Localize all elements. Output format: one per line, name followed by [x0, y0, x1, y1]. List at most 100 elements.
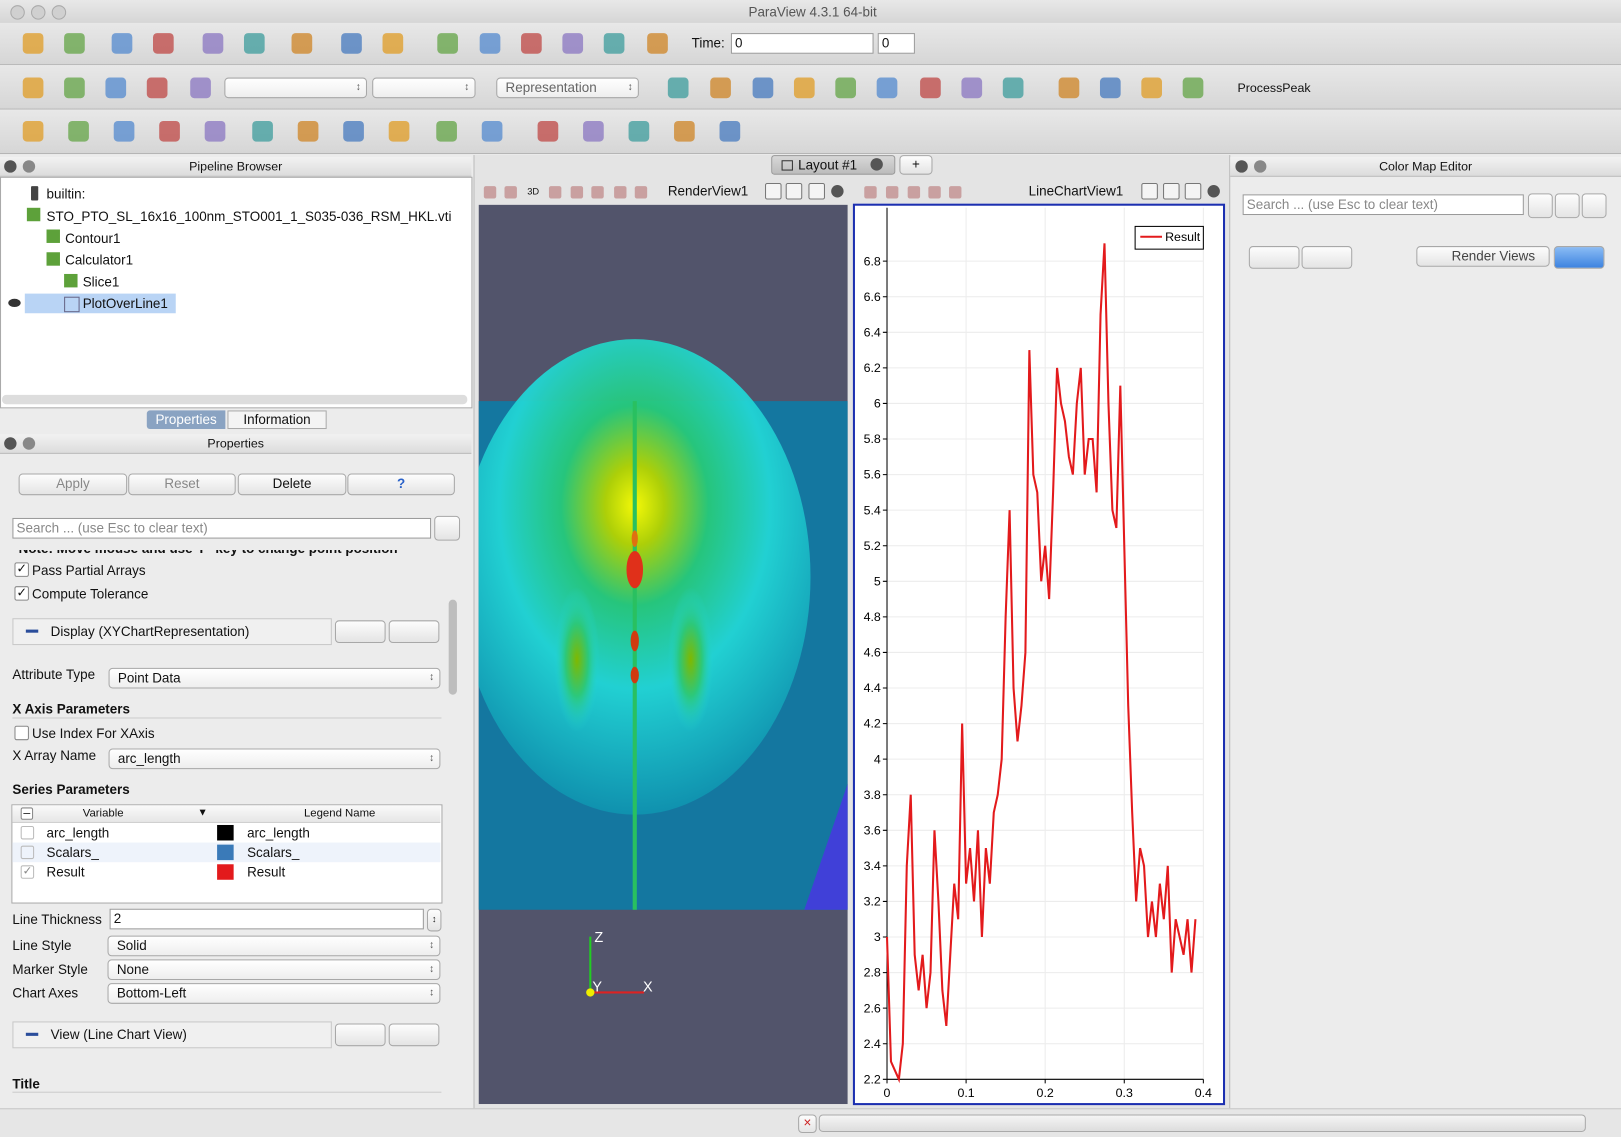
tree-item[interactable]: builtin:	[46, 186, 86, 202]
toolbar-button[interactable]	[22, 33, 44, 54]
toolbar-button[interactable]	[297, 120, 319, 142]
checkbox[interactable]: ✓	[14, 586, 29, 601]
toolbar-button[interactable]	[920, 77, 941, 99]
combo-box[interactable]: Point Data	[108, 667, 441, 689]
view-tool[interactable]	[864, 186, 877, 199]
view-split[interactable]	[1141, 182, 1158, 200]
time-index[interactable]: 0	[877, 33, 915, 54]
toolbar-button[interactable]	[961, 77, 983, 99]
toolbar-button[interactable]	[667, 77, 689, 99]
toolbar-button[interactable]	[674, 120, 695, 142]
float-button[interactable]	[1254, 160, 1267, 173]
view-split[interactable]	[1184, 182, 1202, 200]
view-close[interactable]	[831, 185, 844, 198]
toolbar-button[interactable]	[481, 120, 503, 142]
toolbar-button[interactable]	[64, 33, 85, 54]
layout-tab[interactable]	[771, 155, 896, 175]
toolbar-button[interactable]	[153, 33, 174, 54]
combo-box[interactable]: Solid	[107, 935, 441, 957]
float-button[interactable]	[22, 437, 36, 450]
toolbar-button[interactable]	[252, 120, 273, 142]
combo-box[interactable]: None	[107, 959, 441, 981]
toolbar-button[interactable]	[190, 77, 211, 99]
toolbar-button[interactable]	[1141, 77, 1163, 99]
toolbar-button[interactable]	[68, 120, 89, 142]
scrollbar[interactable]	[2, 394, 468, 405]
window-button[interactable]	[10, 5, 25, 20]
window-button[interactable]	[31, 5, 46, 20]
checkbox[interactable]: ✓	[14, 562, 29, 577]
row-checkbox[interactable]: ✓	[20, 865, 35, 879]
view-tool[interactable]	[634, 186, 648, 199]
settings-button[interactable]	[1527, 193, 1553, 219]
toolbar-button[interactable]	[1182, 77, 1204, 99]
view-tool[interactable]	[591, 186, 604, 199]
toolbar-button[interactable]	[835, 77, 856, 99]
view-close[interactable]	[1207, 185, 1220, 198]
toolbar-button[interactable]	[479, 33, 501, 54]
combo-box[interactable]	[224, 77, 368, 99]
tree-item[interactable]: PlotOverLine1	[82, 295, 168, 312]
reset-button[interactable]: Reset	[128, 473, 236, 496]
view-split[interactable]	[808, 182, 825, 200]
toolbar-button[interactable]	[243, 33, 265, 54]
close-button[interactable]	[4, 437, 17, 450]
abort-button[interactable]: ×	[798, 1114, 817, 1134]
toolbar-button[interactable]	[202, 33, 224, 54]
toolbar-button[interactable]	[628, 120, 650, 142]
combo-box[interactable]	[372, 77, 476, 99]
toolbar-button[interactable]	[562, 33, 584, 54]
color-swatch[interactable]	[217, 844, 234, 861]
toolbar-button[interactable]	[1058, 77, 1080, 99]
representation-combo[interactable]: Representation	[496, 77, 639, 99]
row-checkbox[interactable]	[20, 826, 35, 840]
color-swatch[interactable]	[217, 864, 234, 880]
toolbar-button[interactable]	[343, 120, 364, 142]
auto-apply-button[interactable]	[1553, 246, 1605, 269]
close-button[interactable]	[4, 160, 17, 173]
window-button[interactable]	[51, 5, 67, 20]
toggle-button[interactable]	[1554, 193, 1580, 219]
save-button[interactable]	[388, 620, 440, 644]
reload-button[interactable]	[1248, 246, 1300, 269]
delete-button[interactable]: Delete	[237, 473, 347, 496]
view-split[interactable]	[765, 182, 782, 200]
view-tool[interactable]	[885, 186, 899, 199]
time-input[interactable]: 0	[730, 33, 874, 54]
toolbar-button[interactable]	[710, 77, 731, 99]
toolbar-button[interactable]	[113, 120, 135, 142]
toggle-3d[interactable]: 3D	[527, 186, 540, 197]
apply-button[interactable]: Apply	[18, 473, 128, 496]
view-tool[interactable]	[483, 186, 497, 199]
text-input[interactable]: 2	[109, 908, 424, 930]
tab-active[interactable]: Properties	[146, 410, 226, 430]
toolbar-button[interactable]	[436, 120, 457, 142]
toolbar-button[interactable]	[1099, 77, 1121, 99]
row-checkbox[interactable]	[20, 845, 35, 860]
column-header[interactable]: Legend Name	[303, 807, 376, 820]
toggle-button[interactable]	[1581, 193, 1607, 219]
scrollbar-thumb[interactable]	[448, 599, 457, 695]
tree-item[interactable]: Contour1	[65, 230, 121, 247]
toolbar-button[interactable]	[341, 33, 362, 54]
combo-box[interactable]: Bottom-Left	[107, 983, 441, 1004]
column-header[interactable]: Variable	[82, 807, 124, 820]
save-button[interactable]	[1301, 246, 1353, 269]
view-tool[interactable]	[614, 186, 627, 199]
toolbar-button[interactable]	[105, 77, 127, 99]
view-tool[interactable]	[928, 186, 941, 199]
toolbar-button[interactable]	[583, 120, 604, 142]
toolbar-button[interactable]	[111, 33, 133, 54]
toolbar-button[interactable]	[603, 33, 625, 54]
view-tool[interactable]	[907, 186, 921, 199]
view-split[interactable]	[1163, 182, 1180, 200]
toolbar-button[interactable]	[64, 77, 85, 99]
reload-button[interactable]	[334, 1023, 386, 1047]
toolbar-button[interactable]	[437, 33, 458, 54]
toolbar-button[interactable]	[719, 120, 741, 142]
new-tab[interactable]: +	[899, 155, 933, 175]
toolbar-button[interactable]	[537, 120, 559, 142]
tree-item[interactable]: Calculator1	[65, 252, 134, 268]
view-tool[interactable]	[949, 186, 962, 199]
toolbar-button[interactable]	[521, 33, 542, 54]
